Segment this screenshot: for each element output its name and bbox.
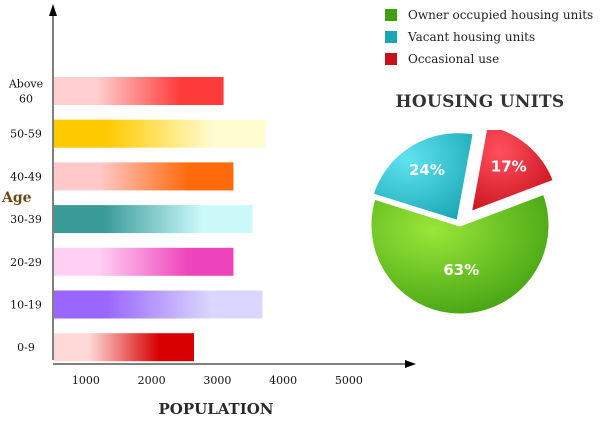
x-tick-label: 1000 (72, 374, 100, 387)
legend-item: Owner occupied housing units (385, 4, 593, 26)
bar-0-9 (54, 333, 195, 362)
category-label: 10-19 (10, 299, 42, 312)
legend-swatch (385, 9, 397, 21)
pie-value-label: 24% (409, 161, 445, 179)
pie-value-label: 17% (491, 158, 527, 176)
x-tick-label: 3000 (203, 374, 231, 387)
y-axis-arrow (49, 4, 57, 16)
category-label: 0-9 (17, 341, 35, 354)
category-label: 20-29 (10, 256, 42, 269)
bar-40-49 (54, 162, 234, 191)
legend-label: Owner occupied housing units (408, 8, 594, 22)
bar-20-29 (54, 247, 234, 276)
legend-swatch (385, 31, 397, 43)
pie-slice (468, 130, 557, 216)
bar-50-59 (54, 119, 266, 148)
category-label: Above (8, 78, 43, 91)
category-label: 30-39 (10, 213, 42, 226)
bar-10-19 (54, 290, 263, 319)
x-tick-label: 4000 (269, 374, 297, 387)
category-label: 40-49 (10, 170, 42, 183)
pie-slice (368, 191, 552, 317)
pie-legend: Owner occupied housing units Vacant housi… (385, 4, 593, 70)
legend-item: Vacant housing units (385, 26, 593, 48)
category-label: 60 (19, 93, 33, 106)
pie-title: HOUSING UNITS (395, 92, 565, 112)
pie-value-label: 63% (443, 261, 479, 279)
population-bar-chart: Above 60 50-59 40-49 30-39 20-29 10-19 0-9 1000… (1, 4, 416, 418)
category-label: 50-59 (10, 128, 42, 141)
x-axis-arrow (405, 360, 416, 368)
x-tick-label: 5000 (335, 374, 363, 387)
bar-30-39 (54, 205, 253, 234)
x-tick-label: 2000 (138, 374, 166, 387)
legend-item: Occasional use (385, 48, 593, 70)
legend-label: Vacant housing units (408, 30, 536, 44)
pie-slice (370, 130, 477, 224)
housing-pie-chart: 63% 24% 17% (368, 130, 557, 317)
legend-swatch (385, 53, 397, 65)
bar-above-60 (54, 77, 224, 105)
x-axis-title: POPULATION (158, 400, 273, 418)
y-axis-title: Age (1, 190, 32, 206)
legend-label: Occasional use (408, 52, 500, 66)
